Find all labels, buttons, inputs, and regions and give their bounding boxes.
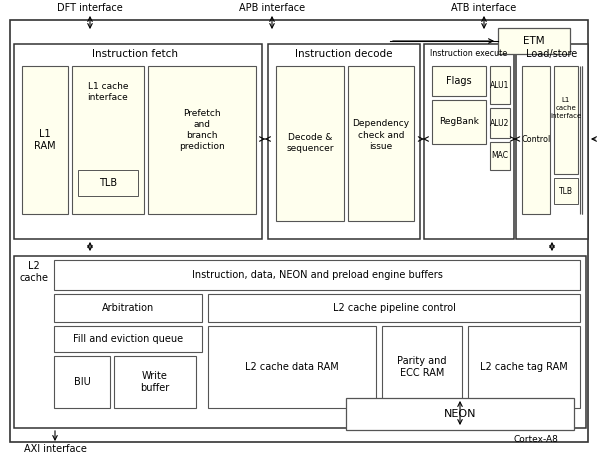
Text: ATB interface: ATB interface [451, 3, 517, 13]
Bar [148, 66, 256, 214]
Text: DFT interface: DFT interface [57, 3, 123, 13]
Bar [208, 294, 580, 322]
Bar [54, 356, 110, 408]
Bar [114, 356, 196, 408]
Bar [346, 398, 574, 430]
Text: TLB: TLB [99, 178, 117, 188]
Bar [490, 108, 510, 138]
Bar [490, 142, 510, 170]
Text: Prefetch
and
branch
prediction: Prefetch and branch prediction [179, 109, 225, 151]
Text: L2 cache pipeline control: L2 cache pipeline control [332, 303, 456, 313]
Bar [276, 66, 344, 221]
Text: L2 cache data RAM: L2 cache data RAM [245, 362, 339, 372]
Bar [554, 66, 578, 174]
Bar [14, 256, 586, 428]
Bar [72, 66, 144, 214]
Text: L1
RAM: L1 RAM [34, 129, 56, 151]
Bar [14, 44, 262, 239]
Bar [490, 66, 510, 104]
Text: Parity and
ECC RAM: Parity and ECC RAM [397, 356, 447, 378]
Text: Dependency
check and
issue: Dependency check and issue [352, 119, 410, 151]
Text: L2
cache: L2 cache [20, 261, 48, 283]
Bar [522, 66, 550, 214]
Text: NEON: NEON [444, 409, 476, 419]
Text: RegBank: RegBank [439, 118, 479, 127]
Text: ETM: ETM [523, 36, 545, 46]
Text: Flags: Flags [446, 76, 472, 86]
Text: L1 cache
interface: L1 cache interface [88, 82, 129, 102]
Text: Arbitration: Arbitration [102, 303, 154, 313]
Text: Instruction decode: Instruction decode [295, 49, 393, 59]
Text: TLB: TLB [559, 187, 573, 196]
Text: Decode &
sequencer: Decode & sequencer [286, 133, 334, 153]
Text: L1
cache
interface: L1 cache interface [550, 98, 582, 118]
Text: Instruction execute: Instruction execute [431, 49, 508, 59]
Text: AXI interface: AXI interface [23, 444, 87, 454]
Text: BIU: BIU [74, 377, 90, 387]
Bar [468, 326, 580, 408]
Bar [432, 100, 486, 144]
Bar [432, 66, 486, 96]
Text: Write
buffer: Write buffer [141, 371, 170, 393]
Text: Instruction, data, NEON and preload engine buffers: Instruction, data, NEON and preload engi… [191, 270, 443, 280]
Bar [424, 44, 514, 239]
Text: L2 cache tag RAM: L2 cache tag RAM [480, 362, 568, 372]
Text: Load/store: Load/store [526, 49, 578, 59]
Text: MAC: MAC [492, 152, 508, 161]
Bar [22, 66, 68, 214]
Bar [268, 44, 420, 239]
Bar [516, 44, 588, 239]
Bar [382, 326, 462, 408]
Bar [54, 326, 202, 352]
Text: Control: Control [521, 135, 551, 144]
Text: APB interface: APB interface [239, 3, 305, 13]
Text: ALU2: ALU2 [490, 118, 509, 128]
Text: Instruction fetch: Instruction fetch [92, 49, 178, 59]
Bar [54, 260, 580, 290]
Text: Cortex-A8: Cortex-A8 [513, 435, 558, 444]
Bar [348, 66, 414, 221]
Text: ALU1: ALU1 [490, 80, 509, 89]
Bar [54, 294, 202, 322]
Bar [498, 28, 570, 54]
Bar [78, 170, 138, 196]
Text: Fill and eviction queue: Fill and eviction queue [73, 334, 183, 344]
Bar [554, 178, 578, 204]
Bar [208, 326, 376, 408]
